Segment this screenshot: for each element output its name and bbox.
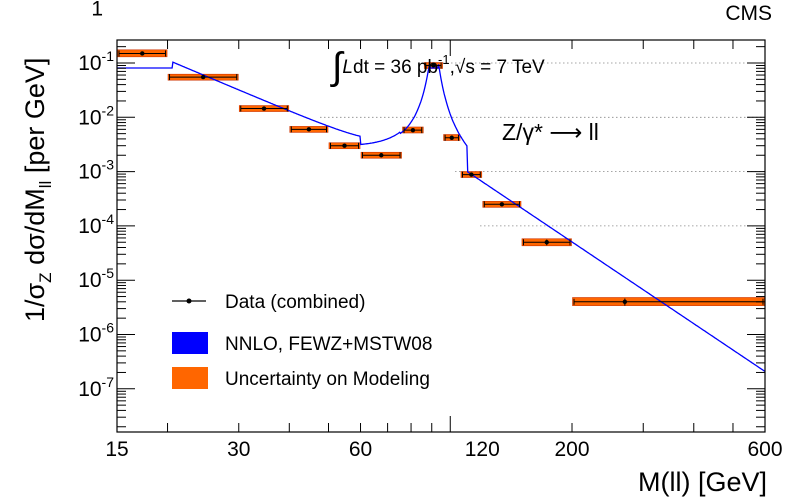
x-tick-labels: 15 30 60 120 200 600 bbox=[105, 438, 782, 461]
data-marker bbox=[410, 127, 416, 133]
legend-label: Data (combined) bbox=[225, 292, 365, 313]
legend-label: NNLO, FEWZ+MSTW08 bbox=[225, 334, 432, 355]
legend: Data (combined) NNLO, FEWZ+MSTW08 Uncertai… bbox=[172, 292, 432, 390]
data-point bbox=[403, 127, 423, 134]
x-tick-label: 30 bbox=[227, 438, 250, 461]
grid-lines bbox=[320, 62, 765, 227]
y-tick-label: 10-4 bbox=[78, 211, 114, 238]
data-marker bbox=[200, 74, 206, 80]
y-tick-label: 10-1 bbox=[78, 48, 114, 75]
y-axis-title: 1/σZ dσ/dMll [per GeV] bbox=[20, 58, 55, 322]
data-marker bbox=[140, 51, 145, 56]
y-tick-labels: 1 10-1 10-2 10-3 10-4 10-5 10-6 10-7 bbox=[78, 0, 114, 401]
data-point bbox=[425, 62, 442, 69]
data-point bbox=[118, 50, 167, 57]
x-axis-title: M(ll) [GeV] bbox=[638, 467, 767, 497]
legend-item: NNLO, FEWZ+MSTW08 bbox=[172, 332, 432, 355]
y-tick-label: 10-2 bbox=[78, 102, 114, 129]
data-marker bbox=[449, 135, 454, 140]
x-tick-label: 600 bbox=[747, 438, 782, 461]
y-tick-label: 10-5 bbox=[78, 265, 114, 292]
x-tick-label: 200 bbox=[554, 438, 589, 461]
y-tick-label: 1 bbox=[91, 0, 103, 21]
axis-ticks bbox=[116, 40, 766, 432]
data-point bbox=[290, 126, 327, 133]
luminosity-annotation: ∫Ldt = 36 pb-1,√s = 7 TeV bbox=[330, 46, 545, 88]
data-point bbox=[444, 134, 459, 141]
theory-curve bbox=[117, 61, 766, 373]
data-point bbox=[483, 201, 520, 208]
y-tick-label: 10-7 bbox=[78, 374, 114, 401]
x-tick-label: 120 bbox=[465, 438, 500, 461]
data-marker bbox=[622, 299, 628, 305]
x-tick-label: 60 bbox=[349, 438, 372, 461]
plot-frame bbox=[116, 39, 766, 433]
data-point bbox=[522, 239, 571, 246]
legend-swatch bbox=[172, 332, 208, 354]
legend-marker bbox=[186, 298, 192, 304]
process-annotation: Z/γ* ⟶ ll bbox=[502, 119, 599, 145]
data-marker bbox=[306, 127, 312, 132]
data-point bbox=[329, 142, 360, 149]
data-point bbox=[362, 152, 401, 159]
data-marker bbox=[544, 240, 549, 245]
data-marker bbox=[261, 106, 267, 111]
data-point bbox=[169, 74, 238, 81]
y-tick-label: 10-3 bbox=[78, 157, 114, 184]
data-marker bbox=[379, 153, 384, 158]
data-marker bbox=[342, 143, 347, 148]
data-marker bbox=[431, 63, 436, 68]
legend-label: Uncertainty on Modeling bbox=[225, 369, 430, 390]
data-point bbox=[461, 171, 481, 178]
x-tick-label: 15 bbox=[105, 438, 128, 461]
corner-label: CMS bbox=[725, 2, 772, 25]
y-tick-label: 10-6 bbox=[78, 320, 114, 347]
legend-item: Data (combined) bbox=[172, 292, 365, 313]
legend-item: Uncertainty on Modeling bbox=[172, 367, 430, 390]
data-marker bbox=[499, 202, 505, 207]
legend-swatch bbox=[172, 367, 208, 389]
uncertainty-bands bbox=[117, 49, 765, 306]
data-marker bbox=[469, 172, 474, 177]
data-point bbox=[573, 298, 764, 306]
data-point bbox=[240, 105, 288, 112]
data-points bbox=[118, 50, 764, 306]
